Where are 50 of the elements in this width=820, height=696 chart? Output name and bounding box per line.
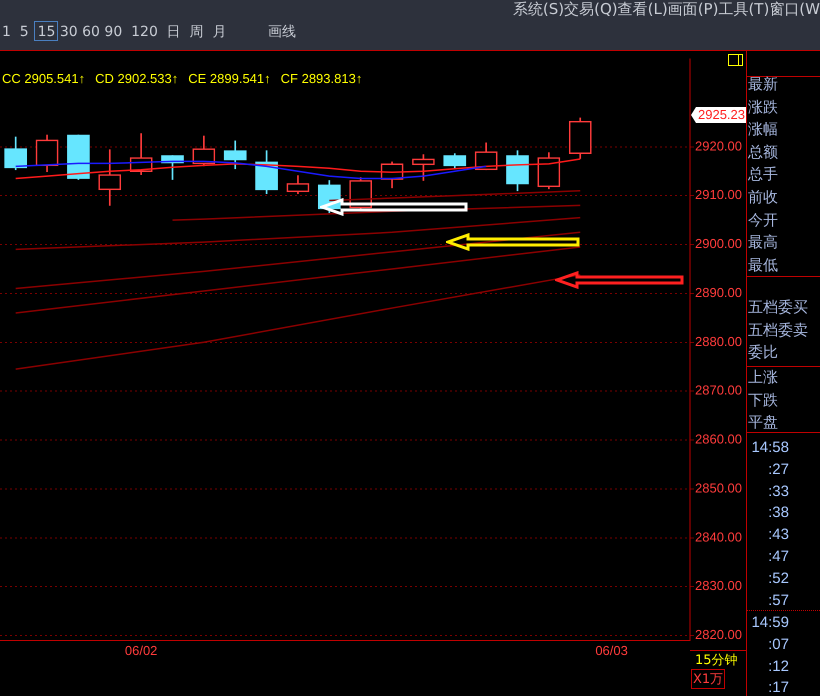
x-tick-label: 06/03: [595, 642, 628, 658]
text: :17: [767, 678, 789, 696]
y-tick-label: 2850.00: [695, 480, 742, 496]
text: 1 5 15 30 60 90 120 日 周 月: [2, 23, 227, 41]
text: :38: [767, 503, 789, 524]
text: 前收: [748, 186, 778, 208]
text: :07: [767, 634, 789, 655]
text: :57: [767, 590, 789, 611]
y-tick-label: 2820.00: [695, 627, 742, 642]
text: 总手: [748, 164, 778, 186]
text: 最高: [748, 232, 778, 254]
text: :43: [767, 525, 789, 546]
text: 委比: [748, 342, 779, 364]
text: 上涨: [748, 367, 778, 388]
text: 最新: [748, 74, 778, 95]
text: 平盘: [748, 412, 778, 434]
text: :33: [767, 482, 789, 502]
text: :27: [767, 460, 789, 480]
y-tick-label: 2880.00: [695, 334, 742, 349]
text: 五档委卖: [748, 320, 808, 341]
y-tick-label: 2860.00: [695, 432, 742, 447]
text: :12: [767, 656, 789, 677]
text: 系统(S)交易(Q)查看(L)画面(P)工具(T)窗口(W: [512, 0, 820, 18]
text: X1万: [691, 669, 726, 689]
text: 涨幅: [748, 119, 778, 140]
y-tick-label: 2840.00: [695, 529, 742, 544]
text: 今开: [748, 210, 778, 231]
text: :47: [767, 546, 789, 567]
x-tick-label: 06/02: [124, 642, 158, 658]
text: :52: [767, 568, 789, 589]
annotation: CC 2905.541↑: [2, 71, 86, 86]
y-tick-label: 2870.00: [695, 382, 742, 398]
y-tick-label: 2920.00: [695, 138, 742, 154]
text: 14:58: [750, 438, 789, 458]
text: 14:59: [750, 613, 789, 633]
text: 15分钟: [695, 652, 738, 669]
text: 下跌: [748, 390, 778, 411]
text: 五档委买: [748, 297, 808, 318]
y-tick-label: 2910.00: [695, 187, 742, 202]
text: 最低: [748, 254, 778, 276]
annotation: CE 2899.541↑: [188, 71, 271, 86]
text: 涨跌: [748, 96, 778, 118]
y-tick-label: 2830.00: [695, 578, 742, 594]
annotation: CF 2893.813↑: [280, 71, 362, 86]
text: 画线: [268, 23, 296, 41]
text: 2925.23: [696, 107, 747, 123]
y-tick-label: 2900.00: [695, 236, 742, 252]
annotation: CD 2902.533↑: [95, 71, 178, 86]
text: 总额: [748, 142, 778, 163]
y-tick-label: 2890.00: [695, 284, 742, 300]
